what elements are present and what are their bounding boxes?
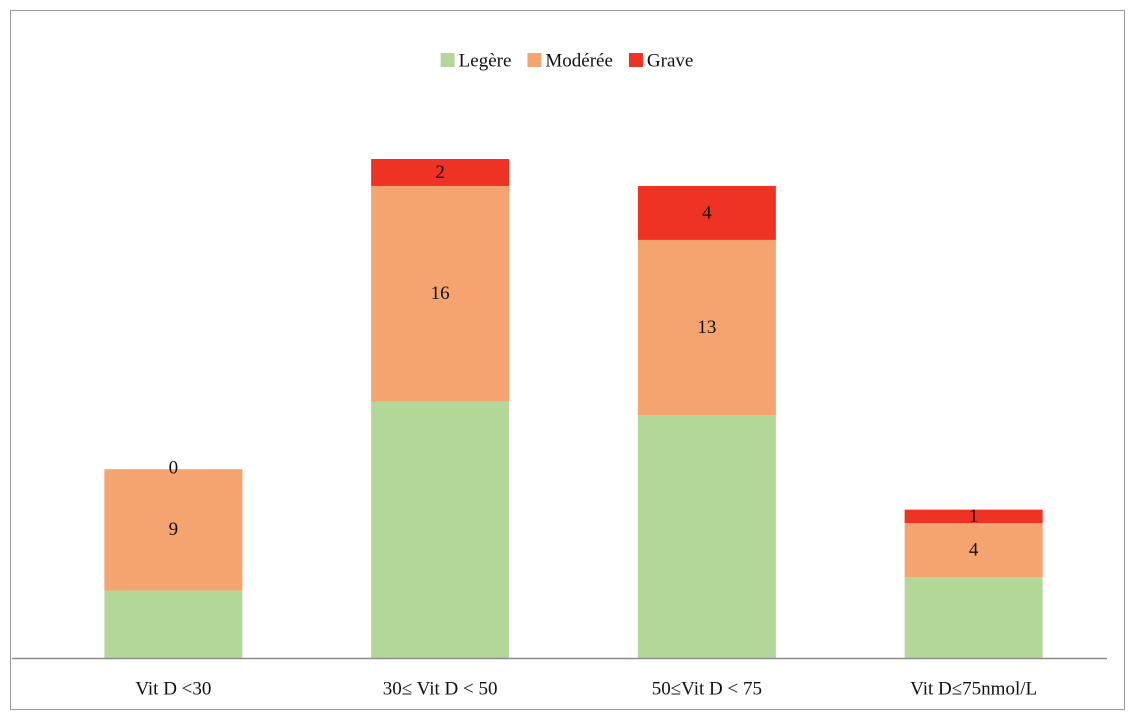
data-label: 0 bbox=[169, 458, 179, 479]
legend-swatch bbox=[440, 53, 455, 67]
bar-segment bbox=[104, 469, 243, 591]
data-label: 9 bbox=[169, 519, 179, 540]
bar-segment bbox=[104, 590, 243, 658]
legend-swatch bbox=[628, 53, 643, 67]
bar-segment bbox=[637, 185, 776, 240]
data-label: 13 bbox=[697, 317, 716, 338]
bar-segment bbox=[371, 185, 510, 402]
x-tick-label: 30≤ Vit D < 50 bbox=[383, 678, 498, 699]
data-label: 16 bbox=[431, 283, 450, 304]
bar-segment bbox=[637, 415, 776, 658]
x-tick-label: 50≤Vit D < 75 bbox=[652, 678, 762, 699]
bar-segment bbox=[637, 239, 776, 416]
bar-segment bbox=[904, 523, 1043, 578]
legend-label: Grave bbox=[647, 50, 693, 71]
x-tick-label: Vit D≤75nmol/L bbox=[910, 678, 1037, 699]
x-tick-label: Vit D <30 bbox=[135, 678, 211, 699]
bar-segment bbox=[904, 577, 1043, 658]
data-label: 1 bbox=[969, 506, 979, 527]
legend-swatch bbox=[527, 53, 542, 67]
bar-segment bbox=[371, 401, 510, 658]
bar-segment bbox=[904, 509, 1043, 524]
bar-segment bbox=[371, 159, 510, 186]
data-label: 4 bbox=[702, 202, 712, 223]
data-label: 4 bbox=[969, 539, 979, 560]
legend-label: Modérée bbox=[545, 50, 613, 71]
legend-label: Legère bbox=[459, 50, 512, 71]
data-label: 2 bbox=[435, 162, 445, 183]
